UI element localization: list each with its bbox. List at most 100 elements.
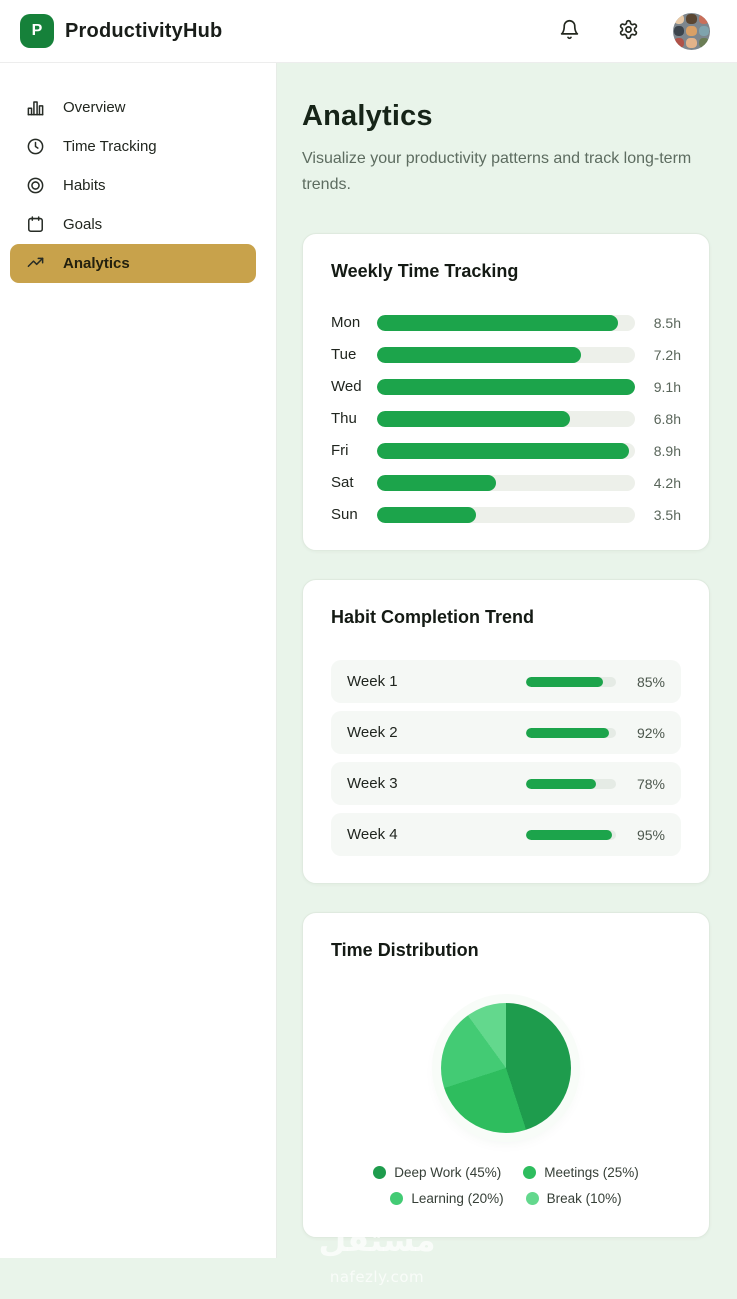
bar-fill xyxy=(377,314,618,331)
bar-chart-icon xyxy=(26,98,45,117)
habit-bar-fill xyxy=(526,727,609,738)
weekly-bar-chart: Mon 8.5h Tue 7.2h Wed 9.1h Thu 6.8h Fri 8.9h Sat 4.… xyxy=(331,314,681,523)
card-title-distribution: Time Distribution xyxy=(331,940,479,961)
habit-bar-fill xyxy=(526,778,597,789)
sidebar-item-overview[interactable]: Overview xyxy=(10,88,256,127)
habit-value-label: 92% xyxy=(636,724,665,741)
legend-label: Break (10%) xyxy=(546,1191,622,1207)
bar-track xyxy=(377,410,635,427)
habit-row: Week 2 92% xyxy=(331,711,681,755)
avatar-face xyxy=(674,25,685,37)
avatar-face xyxy=(674,38,685,49)
legend-label: Meetings (25%) xyxy=(544,1165,639,1181)
bar-track xyxy=(377,314,635,331)
habit-bar-chart: Week 1 85% Week 2 92% Week 3 78% Week 4 95% xyxy=(331,660,681,857)
bar-value-label: 9.1h xyxy=(653,378,681,395)
habit-bar-fill xyxy=(526,676,603,687)
bar-track xyxy=(377,474,635,491)
bar-track xyxy=(377,506,635,523)
weekly-bar-row: Tue 7.2h xyxy=(331,346,681,363)
bar-day-label: Fri xyxy=(331,442,349,460)
sidebar-item-label: Analytics xyxy=(63,255,130,272)
weekly-time-tracking-card: Weekly Time Tracking Mon 8.5h Tue 7.2h Wed 9.… xyxy=(302,233,710,552)
avatar-face xyxy=(686,38,697,49)
weekly-bar-row: Fri 8.9h xyxy=(331,442,681,459)
habit-week-label: Week 2 xyxy=(347,724,398,742)
legend-item: Deep Work (45%) xyxy=(373,1165,501,1180)
bar-value-label: 3.5h xyxy=(653,506,681,523)
avatar-face xyxy=(686,13,697,24)
weekly-bar-row: Sat 4.2h xyxy=(331,474,681,491)
header-actions xyxy=(555,12,710,50)
bar-day-label: Wed xyxy=(331,378,362,396)
time-distribution-pie xyxy=(441,1003,571,1134)
gear-icon xyxy=(618,19,639,43)
card-title-habit: Habit Completion Trend xyxy=(331,607,535,628)
avatar-face xyxy=(698,38,709,49)
bar-fill xyxy=(377,442,630,459)
sidebar-item-label: Overview xyxy=(63,99,126,116)
card-title-weekly: Weekly Time Tracking xyxy=(331,261,519,282)
legend-item: Break (10%) xyxy=(525,1191,622,1207)
habit-bar-track xyxy=(526,829,616,840)
bar-day-label: Sat xyxy=(331,474,354,492)
habit-week-label: Week 1 xyxy=(347,673,398,691)
bar-value-label: 4.2h xyxy=(653,474,681,491)
legend-label: Learning (20%) xyxy=(411,1191,504,1207)
bar-day-label: Tue xyxy=(331,346,357,364)
bar-value-label: 7.2h xyxy=(653,346,681,363)
habit-row: Week 1 85% xyxy=(331,660,681,704)
legend-dot xyxy=(373,1166,387,1180)
bar-fill xyxy=(377,474,497,491)
habit-bar-track xyxy=(526,676,616,687)
top-bar: P ProductivityHub xyxy=(0,0,737,63)
legend-dot xyxy=(390,1192,404,1206)
habit-value-label: 95% xyxy=(636,826,665,843)
habit-completion-card: Habit Completion Trend Week 1 85% Week 2 92… xyxy=(302,579,710,885)
sidebar-item-goals[interactable]: Goals xyxy=(10,205,256,244)
sidebar-item-label: Goals xyxy=(63,216,103,233)
weekly-bar-row: Thu 6.8h xyxy=(331,410,681,427)
target-icon xyxy=(26,176,45,195)
weekly-bar-row: Wed 9.1h xyxy=(331,378,681,395)
legend-item: Learning (20%) xyxy=(390,1191,504,1207)
clock-icon xyxy=(26,137,45,156)
bar-fill xyxy=(377,346,582,363)
habit-value-label: 78% xyxy=(636,775,665,792)
page-layout: Overview Time Tracking Habits Goals Analytic… xyxy=(0,63,737,1266)
sidebar-item-label: Habits xyxy=(63,177,106,194)
bar-value-label: 6.8h xyxy=(653,410,681,427)
legend-label: Deep Work (45%) xyxy=(394,1165,502,1181)
habit-bar-fill xyxy=(526,829,612,840)
sidebar-item-analytics[interactable]: Analytics xyxy=(10,244,256,283)
calendar-icon xyxy=(26,215,45,234)
settings-button[interactable] xyxy=(614,15,643,47)
bar-track xyxy=(377,442,635,459)
weekly-bar-row: Sun 3.5h xyxy=(331,506,681,523)
habit-week-label: Week 4 xyxy=(347,826,398,844)
app-title: ProductivityHub xyxy=(65,19,223,42)
habit-value-label: 85% xyxy=(636,673,665,690)
notifications-button[interactable] xyxy=(555,15,584,47)
avatar-face xyxy=(698,13,709,24)
bar-fill xyxy=(377,410,570,427)
page-subtitle: Visualize your productivity patterns and… xyxy=(302,150,692,193)
watermark-site-text: nafezly.com xyxy=(329,1268,425,1286)
bar-track xyxy=(377,378,635,395)
bell-icon xyxy=(559,19,580,43)
sidebar-item-label: Time Tracking xyxy=(63,138,157,155)
habit-row: Week 3 78% xyxy=(331,762,681,806)
trending-up-icon xyxy=(26,254,45,273)
bar-day-label: Mon xyxy=(331,314,361,332)
page-title: Analytics xyxy=(302,100,433,132)
avatar-face xyxy=(674,13,685,24)
weekly-bar-row: Mon 8.5h xyxy=(331,314,681,331)
sidebar-item-habits[interactable]: Habits xyxy=(10,166,256,205)
user-avatar[interactable] xyxy=(673,12,710,50)
avatar-face xyxy=(686,25,697,37)
bar-value-label: 8.9h xyxy=(653,442,681,459)
pie-legend: Deep Work (45%) Meetings (25%) Learning (2… xyxy=(341,1165,671,1210)
sidebar-item-time-tracking[interactable]: Time Tracking xyxy=(10,127,256,166)
bar-fill xyxy=(377,506,477,523)
sidebar-nav: Overview Time Tracking Habits Goals Analytic… xyxy=(0,63,277,1258)
